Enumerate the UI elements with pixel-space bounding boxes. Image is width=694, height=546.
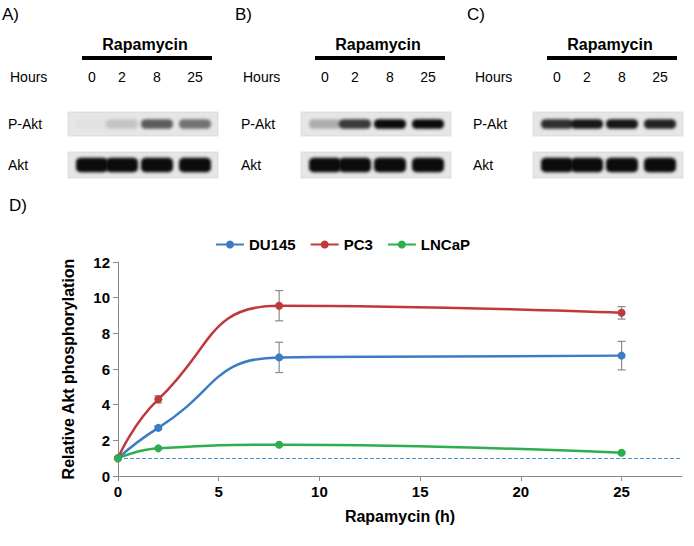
svg-text:10: 10 [93, 289, 110, 306]
svg-text:10: 10 [311, 483, 328, 500]
svg-text:Hours: Hours [243, 69, 280, 85]
svg-text:5: 5 [215, 483, 223, 500]
svg-text:2: 2 [118, 69, 126, 85]
svg-text:Akt: Akt [8, 157, 28, 173]
svg-text:25: 25 [652, 69, 668, 85]
svg-text:8: 8 [153, 69, 161, 85]
svg-text:P-Akt: P-Akt [473, 116, 507, 132]
svg-text:P-Akt: P-Akt [241, 116, 275, 132]
svg-text:DU145: DU145 [249, 236, 296, 253]
svg-text:Rapamycin: Rapamycin [335, 36, 420, 53]
svg-text:PC3: PC3 [344, 236, 373, 253]
svg-text:Rapamycin: Rapamycin [102, 36, 187, 53]
svg-text:Rapamycin (h): Rapamycin (h) [345, 508, 455, 525]
svg-text:Akt: Akt [241, 157, 261, 173]
svg-text:0: 0 [102, 468, 110, 485]
svg-text:B): B) [235, 5, 252, 24]
svg-text:Relative Akt phosphorylation: Relative Akt phosphorylation [60, 259, 77, 480]
svg-text:Hours: Hours [475, 69, 512, 85]
svg-text:6: 6 [102, 361, 110, 378]
svg-text:Akt: Akt [473, 157, 493, 173]
svg-text:8: 8 [618, 69, 626, 85]
svg-text:15: 15 [412, 483, 429, 500]
svg-text:0: 0 [88, 69, 96, 85]
svg-text:0: 0 [321, 69, 329, 85]
svg-text:25: 25 [420, 69, 436, 85]
svg-text:LNCaP: LNCaP [421, 236, 470, 253]
svg-text:Rapamycin: Rapamycin [567, 36, 652, 53]
svg-text:25: 25 [613, 483, 630, 500]
svg-text:D): D) [9, 196, 27, 215]
svg-text:Hours: Hours [10, 69, 47, 85]
svg-text:2: 2 [583, 69, 591, 85]
svg-text:2: 2 [102, 432, 110, 449]
svg-text:P-Akt: P-Akt [8, 116, 42, 132]
svg-text:8: 8 [102, 325, 110, 342]
svg-text:20: 20 [513, 483, 530, 500]
svg-text:C): C) [467, 5, 485, 24]
svg-text:4: 4 [102, 396, 111, 413]
svg-text:25: 25 [187, 69, 203, 85]
svg-text:2: 2 [351, 69, 359, 85]
svg-text:12: 12 [93, 254, 110, 271]
svg-text:0: 0 [114, 483, 122, 500]
svg-text:8: 8 [386, 69, 394, 85]
svg-text:0: 0 [553, 69, 561, 85]
svg-text:A): A) [2, 5, 19, 24]
